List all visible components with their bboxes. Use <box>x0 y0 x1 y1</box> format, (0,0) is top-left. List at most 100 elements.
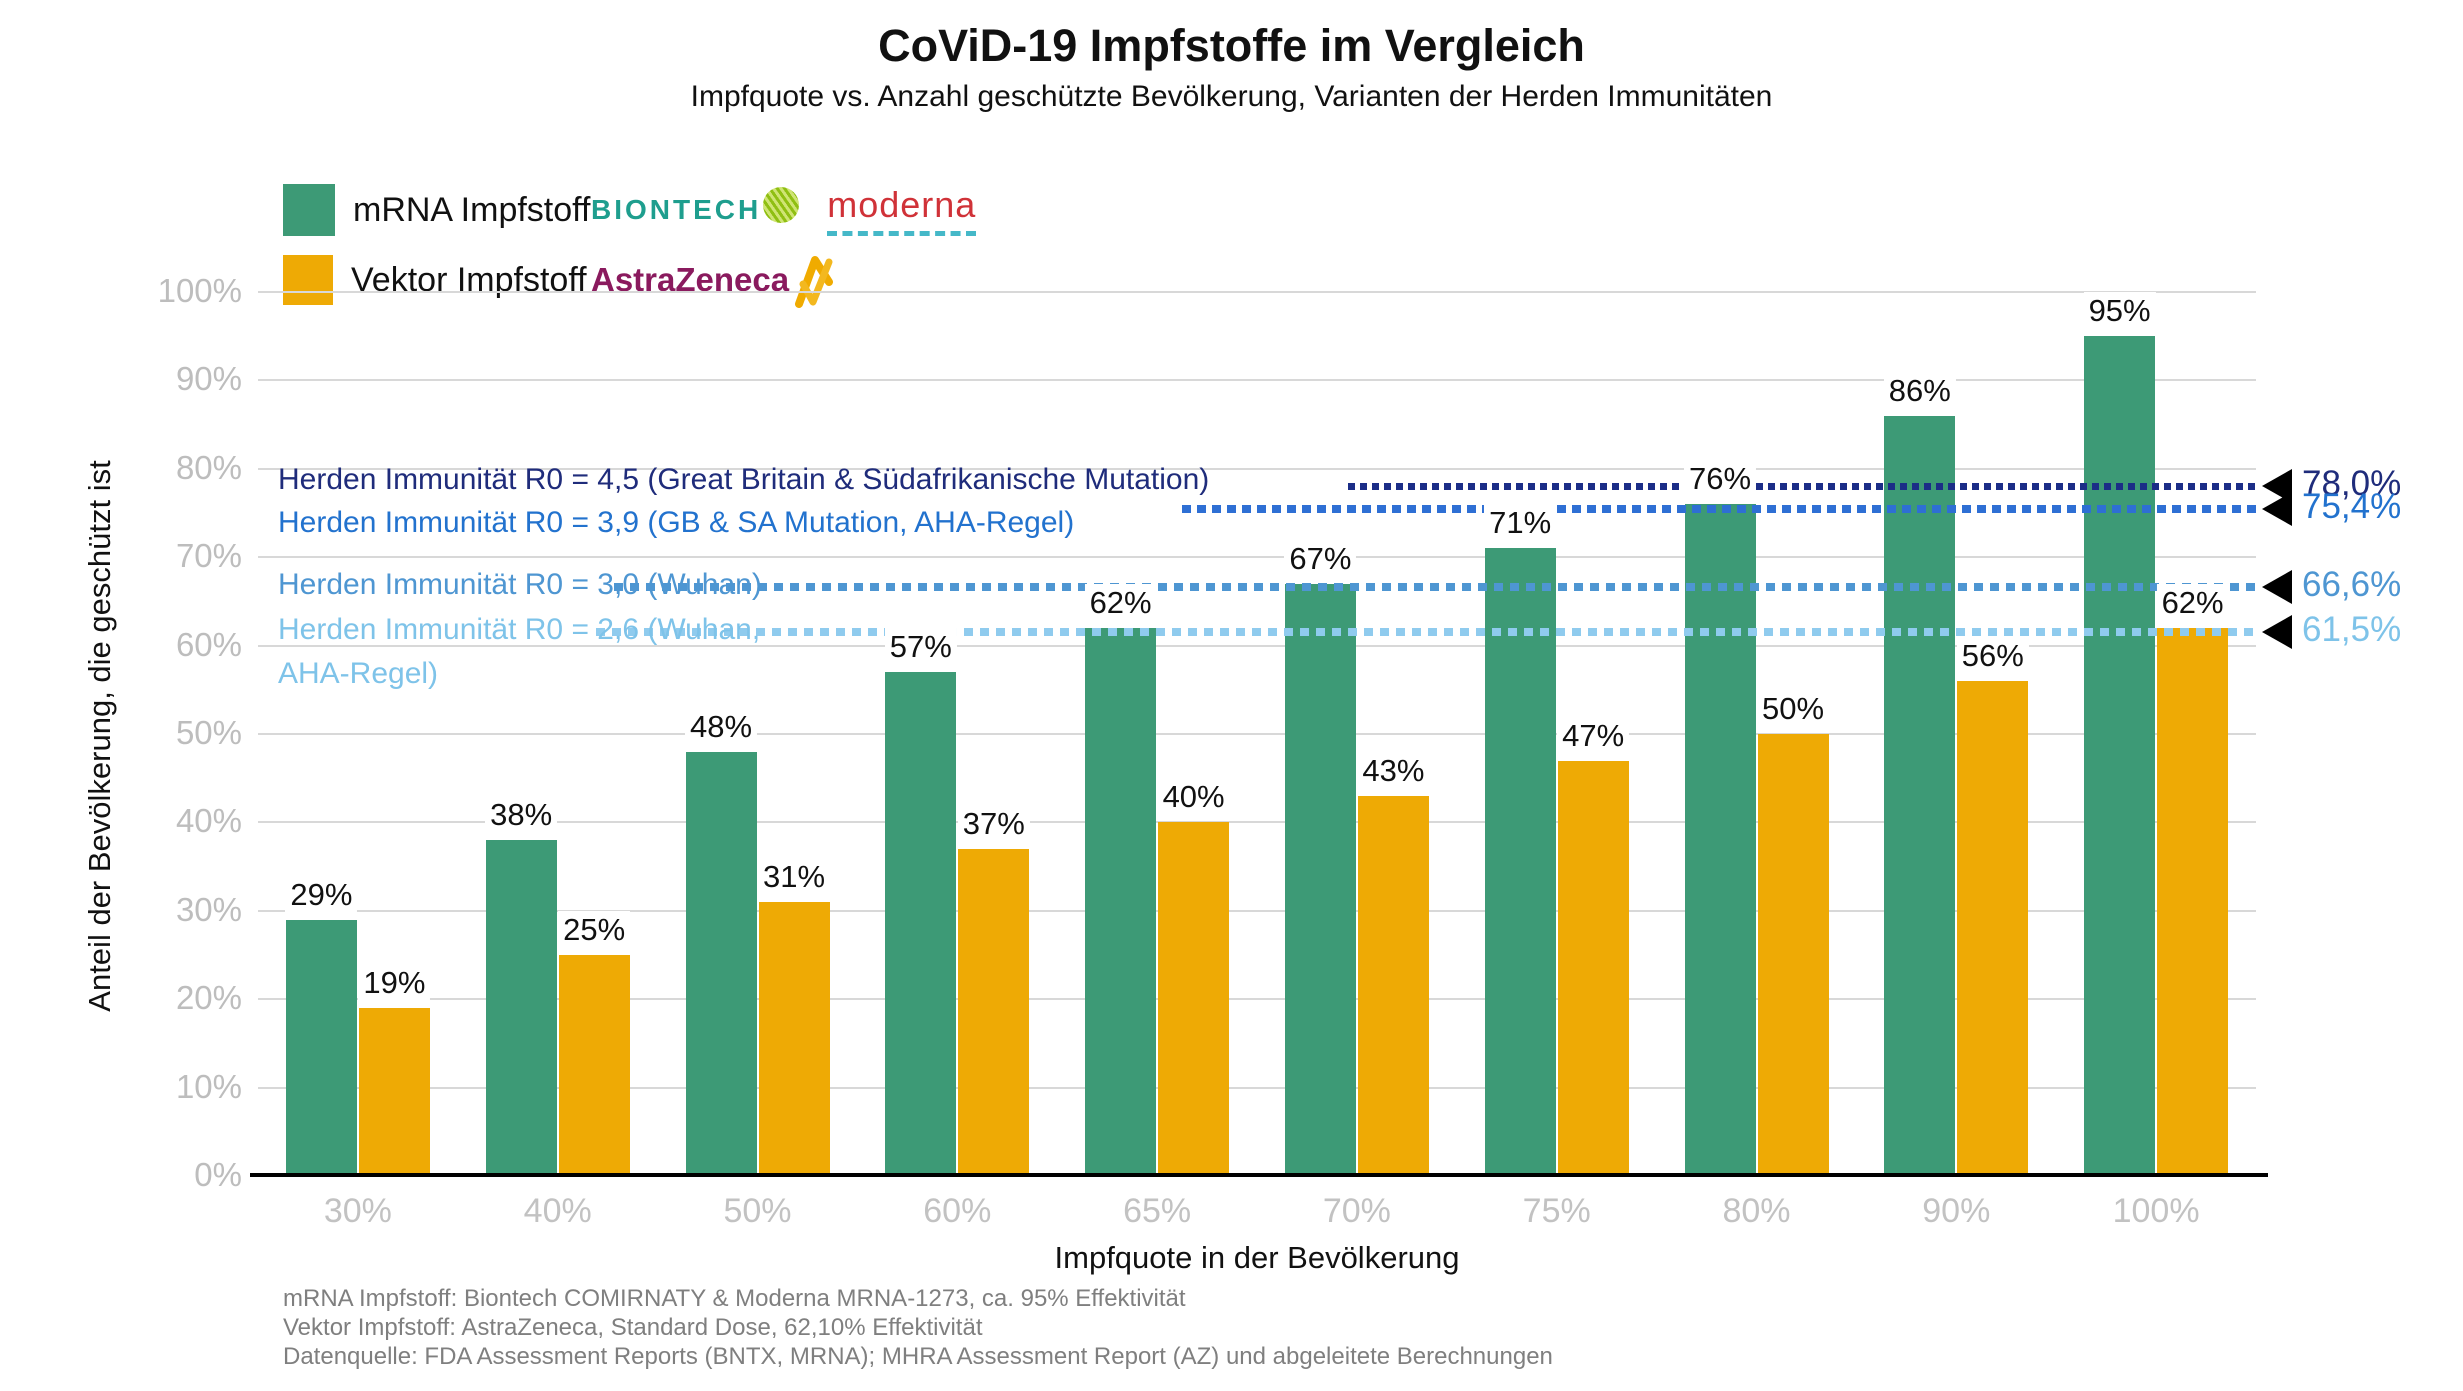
reference-value-66,6%: 66,6% <box>2302 565 2402 605</box>
bar-mrna-40% <box>485 840 557 1176</box>
bar-vektor-65% <box>1158 822 1230 1176</box>
bar-label-60%-0: 57% <box>884 628 957 667</box>
x-tick-70%: 70% <box>1322 1192 1391 1230</box>
reference-value-61,5%: 61,5% <box>2302 610 2402 650</box>
gridline-80 <box>258 467 2256 470</box>
reference-label-61,5%-0: Herden Immunität R0 = 2,6 (Wuhan, <box>278 613 761 647</box>
x-axis-title: Impfquote in der Bevölkerung <box>1054 1240 1460 1275</box>
gridline-90 <box>258 379 2256 382</box>
reference-label-78,0%-0: Herden Immunität R0 = 4,5 (Great Britain… <box>278 463 1210 497</box>
y-tick-50%: 50% <box>175 714 242 751</box>
x-tick-65%: 65% <box>1123 1192 1192 1230</box>
reference-value-75,4%: 75,4% <box>2302 487 2402 527</box>
legend-swatch-vektor <box>283 255 333 305</box>
page-subtitle: Impfquote vs. Anzahl geschützte Bevölker… <box>690 80 1773 113</box>
y-tick-100%: 100% <box>157 272 242 309</box>
astrazeneca-icon <box>795 256 834 308</box>
bar-mrna-90% <box>1884 415 1956 1176</box>
y-tick-90%: 90% <box>175 360 242 398</box>
bar-vektor-75% <box>1557 760 1629 1176</box>
gridline-40 <box>258 821 2256 824</box>
legend-label-mrna: mRNA Impfstoff <box>353 190 591 229</box>
bar-mrna-50% <box>685 751 757 1176</box>
bar-label-65%-0: 62% <box>1084 583 1157 622</box>
y-tick-30%: 30% <box>175 890 242 928</box>
x-tick-90%: 90% <box>1922 1192 1991 1230</box>
plot-area: 29% 19% 38% 25% 48% 31% 57% 37% 62% 40% 67% 43% 71% 4… <box>258 291 2256 1176</box>
bar-vektor-80% <box>1757 734 1829 1176</box>
reference-label-75,4%-0: Herden Immunität R0 = 3,9 (GB & SA Mutat… <box>278 506 1075 540</box>
bar-label-60%-1: 37% <box>957 804 1030 843</box>
reference-arrow-61,5% <box>2262 615 2292 650</box>
x-tick-30%: 30% <box>323 1192 392 1230</box>
bar-vektor-70% <box>1357 795 1429 1176</box>
reference-line-66,6% <box>614 583 2256 592</box>
bar-label-90%-1: 56% <box>1956 636 2029 675</box>
bar-label-40%-0: 38% <box>485 796 558 835</box>
x-tick-100%: 100% <box>2112 1192 2200 1230</box>
bar-mrna-100% <box>2084 336 2156 1176</box>
legend-swatch-mrna <box>283 184 335 236</box>
bar-mrna-75% <box>1484 548 1556 1176</box>
gridline-100 <box>258 291 2256 293</box>
reference-arrow-66,6% <box>2262 570 2292 605</box>
bar-vektor-100% <box>2157 627 2229 1176</box>
bar-label-75%-1: 47% <box>1557 716 1630 755</box>
y-tick-60%: 60% <box>175 625 242 663</box>
bar-vektor-40% <box>558 955 630 1176</box>
x-tick-80%: 80% <box>1722 1192 1791 1230</box>
y-tick-40%: 40% <box>175 802 242 840</box>
reference-line-61,5% <box>596 628 2256 637</box>
bar-label-100%-0: 95% <box>2083 292 2156 331</box>
bar-label-40%-1: 25% <box>558 911 631 949</box>
page-title: CoViD-19 Impfstoffe im Vergleich <box>878 20 1585 71</box>
footnote-vektor: Vektor Impfstoff: AstraZeneca, Standard … <box>283 1314 983 1341</box>
x-tick-50%: 50% <box>723 1192 792 1230</box>
y-tick-70%: 70% <box>175 537 242 575</box>
bar-label-80%-1: 50% <box>1756 690 1830 728</box>
bar-label-75%-0: 71% <box>1484 504 1557 543</box>
gridline-10 <box>258 1086 2256 1089</box>
bar-mrna-80% <box>1684 504 1756 1176</box>
bar-vektor-90% <box>1957 680 2029 1176</box>
gridline-30 <box>258 909 2256 912</box>
bar-mrna-70% <box>1284 583 1356 1176</box>
bar-label-65%-1: 40% <box>1157 778 1230 817</box>
x-tick-60%: 60% <box>923 1192 992 1230</box>
bar-mrna-65% <box>1085 627 1157 1176</box>
reference-label-61,5%-1: AHA-Regel) <box>278 657 439 691</box>
bar-label-30%-0: 29% <box>285 875 358 914</box>
bar-mrna-30% <box>285 919 357 1176</box>
footnote-source: Datenquelle: FDA Assessment Reports (BNT… <box>283 1343 1553 1370</box>
reference-line-75,4% <box>1182 505 2256 514</box>
footnotes: mRNA Impfstoff: Biontech COMIRNATY & Mod… <box>283 1284 1553 1371</box>
moderna-logo: moderna <box>827 184 977 236</box>
gridline-20 <box>258 998 2256 1001</box>
y-tick-80%: 80% <box>175 448 242 486</box>
reference-value-78,0%: 78,0% <box>2302 464 2402 504</box>
gridline-50 <box>258 733 2256 735</box>
reference-label-66,6%-0: Herden Immunität R0 = 3,0 (Wuhan) <box>278 568 762 602</box>
bar-vektor-30% <box>358 1008 430 1176</box>
x-tick-75%: 75% <box>1522 1192 1591 1230</box>
biontech-sphere-icon <box>763 187 800 223</box>
bar-label-50%-0: 48% <box>684 707 758 746</box>
legend-row-mrna: mRNA Impfstoff BIONTECH moderna <box>283 184 977 236</box>
bar-label-100%-1: 62% <box>2156 583 2229 622</box>
gridline-70 <box>258 556 2256 559</box>
bar-vektor-60% <box>958 848 1030 1176</box>
y-tick-10%: 10% <box>175 1067 242 1105</box>
bar-label-50%-1: 31% <box>757 857 831 896</box>
bar-mrna-60% <box>885 672 957 1176</box>
bar-vektor-50% <box>758 901 830 1176</box>
y-tick-0%: 0% <box>194 1156 242 1193</box>
biontech-logo: BIONTECH <box>591 194 762 225</box>
reference-line-78,0% <box>1348 482 2256 490</box>
bar-label-90%-0: 86% <box>1883 371 1956 410</box>
bar-label-30%-1: 19% <box>358 964 431 1003</box>
bar-label-70%-1: 43% <box>1357 751 1430 790</box>
bar-label-70%-0: 67% <box>1284 539 1357 578</box>
x-axis-line <box>250 1173 2268 1177</box>
reference-arrow-75,4% <box>2262 492 2292 527</box>
